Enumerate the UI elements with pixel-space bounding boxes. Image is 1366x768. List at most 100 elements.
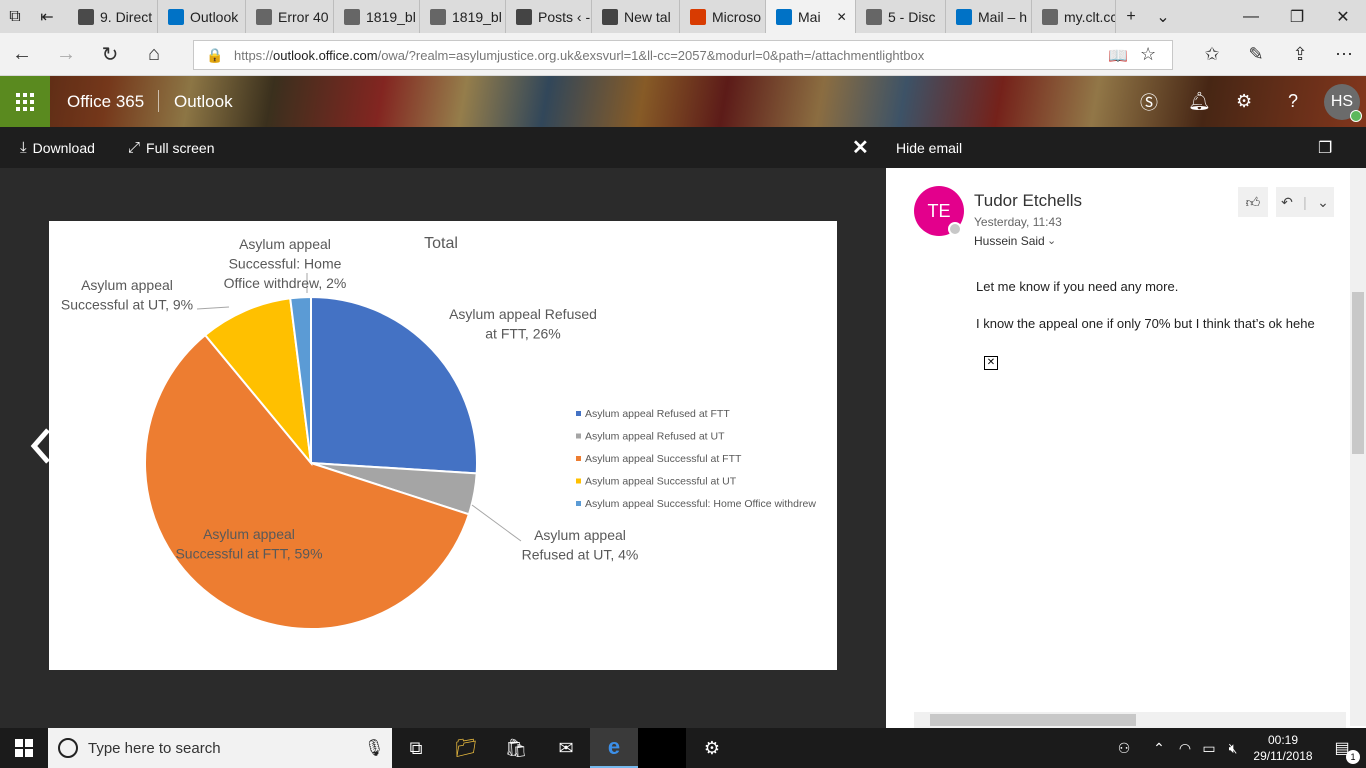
reply-icon: ↶ [1281,193,1293,210]
download-button[interactable]: ⤓ Download [20,127,95,168]
outlook-icon [776,8,792,25]
tab-label: 1819_bl [366,8,416,25]
pie-data-label: Asylum appeal Successful: Home Office with… [224,236,347,291]
minimize-icon[interactable]: — [1243,7,1259,25]
reply-all-button[interactable]: ↶ | ⌄ [1276,187,1334,217]
close-lightbox-icon[interactable]: ✕ [852,137,869,159]
restore-icon[interactable]: ❐ [1289,8,1305,26]
browser-tab[interactable]: Microso [680,0,766,33]
browser-tab[interactable]: Mai ✕ [766,0,856,33]
legend-swatch [576,501,581,506]
action-center-icon[interactable]: ▤ 1 [1318,728,1366,768]
legend-swatch [576,456,581,461]
office365-brand[interactable]: Office 365 [67,91,145,111]
office-icon [690,8,706,25]
vertical-scrollbar[interactable] [1350,168,1366,726]
browser-tab[interactable]: Error 40 [246,0,334,33]
email-body-line-2: I know the appeal one if only 70% but I … [976,316,1315,331]
sender-name[interactable]: Tudor Etchells [974,191,1083,210]
new-tab-icon[interactable]: + [1126,7,1136,25]
skype-icon[interactable]: Ⓢ [1140,92,1158,113]
back-icon[interactable]: ← [12,43,32,65]
hide-email-button[interactable]: Hide email [896,139,963,156]
browser-tab[interactable]: 5 - Disc [856,0,946,33]
edge-icon[interactable]: e [590,728,638,768]
show-hidden-icons-icon[interactable]: ⌃ [1153,739,1165,756]
close-window-icon[interactable]: ✕ [1336,8,1350,26]
battery-icon[interactable]: ▭ [1202,739,1216,756]
browser-tab[interactable]: Outlook [158,0,246,33]
reply-divider: | [1303,194,1307,210]
share-icon[interactable]: ⇪ [1292,44,1308,64]
reply-chevron-icon[interactable]: ⌄ [1317,193,1329,210]
email-time: Yesterday, 11:43 [974,215,1062,229]
refresh-icon[interactable]: ↻ [101,44,119,66]
legend-swatch [576,411,581,416]
fullscreen-button[interactable]: ⤢ Full screen [128,127,214,168]
cortana-icon [58,738,78,758]
clock-date: 29/11/2018 [1253,749,1313,763]
tab-preview-chevron-icon[interactable]: ⌄ [1156,8,1170,26]
expand-icon: ⤢ [128,139,141,156]
tab-label: Mai [798,8,821,25]
expand-recipients-icon[interactable]: ⌄ [1047,235,1057,247]
pie-data-label: Asylum appeal Refused at UT, 4% [522,527,639,563]
browser-tab[interactable]: 1819_bl [334,0,420,33]
set-tabs-aside-icon[interactable]: ⇤ [40,8,54,26]
home-icon[interactable]: ⌂ [147,43,161,65]
browser-tab-bar: ⧉ ⇤ 9. Direct Outlook Error 40 1819_bl 1819_… [0,0,1366,33]
tab-label: Posts ‹ - [538,8,591,25]
browser-tab[interactable]: 9. Direct [68,0,158,33]
taskbar-search-box[interactable]: Type here to search 🎙︎ [48,728,392,768]
user-avatar[interactable]: HS [1324,84,1362,122]
previous-attachment-icon[interactable] [30,426,52,466]
browser-tab[interactable]: Mail – h [946,0,1032,33]
browser-tab[interactable]: 1819_bl [420,0,506,33]
suite-bar-theme [0,76,1366,127]
windows-taskbar: Type here to search 🎙︎ ⧉ 📁︎ 🛍︎ ✉ e ⚙ ⚇ ⌃… [0,728,1366,768]
outlook-icon [956,8,972,25]
mail-icon[interactable]: ✉ [558,737,574,758]
windows-start-icon[interactable] [0,728,48,768]
vertical-scroll-thumb[interactable] [1352,292,1364,454]
fullscreen-label: Full screen [146,139,215,156]
store-icon[interactable]: 🛍︎ [504,737,528,758]
browser-tab[interactable]: my.clt.cc [1032,0,1116,33]
taskbar-blank-app-icon[interactable] [638,728,686,768]
forward-icon[interactable]: → [56,43,76,65]
legend-swatch [576,478,581,484]
legend-label: Asylum appeal Refused at UT [585,431,725,443]
brand-divider [158,90,159,112]
popout-icon[interactable]: ❐ [1318,139,1333,157]
tab-label: Mail – h [978,8,1028,25]
volume-muted-icon[interactable]: 🔇︎ [1228,739,1238,756]
people-icon[interactable]: ⚇ [1117,739,1131,756]
horizontal-scroll-thumb[interactable] [930,714,1136,726]
task-view-icon[interactable]: ⧉ [409,737,423,758]
outlook-app-name[interactable]: Outlook [174,91,233,111]
app-launcher-icon[interactable] [0,76,50,127]
more-icon[interactable]: ⋯ [1335,44,1353,64]
microphone-icon[interactable]: 🎙︎ [364,740,385,757]
file-explorer-icon[interactable]: 📁︎ [454,737,478,758]
help-icon[interactable]: ? [1288,91,1299,111]
web-note-icon[interactable]: ✎ [1248,44,1264,64]
settings-app-icon[interactable]: ⚙ [703,737,721,758]
browser-tab[interactable]: New tal [592,0,680,33]
wifi-icon[interactable]: ◠ [1178,739,1192,756]
reading-view-icon[interactable]: 📖 [1108,48,1128,65]
reading-pane-header: Hide email ❐ [886,127,1366,168]
notifications-bell-icon[interactable]: 🔔︎ [1188,91,1211,111]
address-field[interactable]: 🔒 https://outlook.office.com/owa/?realm=… [193,40,1173,70]
tab-actions-icon[interactable]: ⧉ [9,7,21,25]
close-tab-icon[interactable]: ✕ [836,9,847,24]
horizontal-scrollbar[interactable] [914,712,1346,728]
page-icon [430,8,446,25]
like-icon[interactable]: 👍︎ [1238,187,1268,217]
favorite-star-icon[interactable]: ☆ [1140,44,1157,64]
browser-tab[interactable]: Posts ‹ - [506,0,592,33]
taskbar-clock[interactable]: 00:19 29/11/2018 [1248,732,1318,764]
favorites-hub-icon[interactable]: ✩ [1204,44,1220,64]
settings-gear-icon[interactable]: ⚙ [1236,91,1253,111]
recipient-name[interactable]: Hussein Said [974,234,1045,248]
